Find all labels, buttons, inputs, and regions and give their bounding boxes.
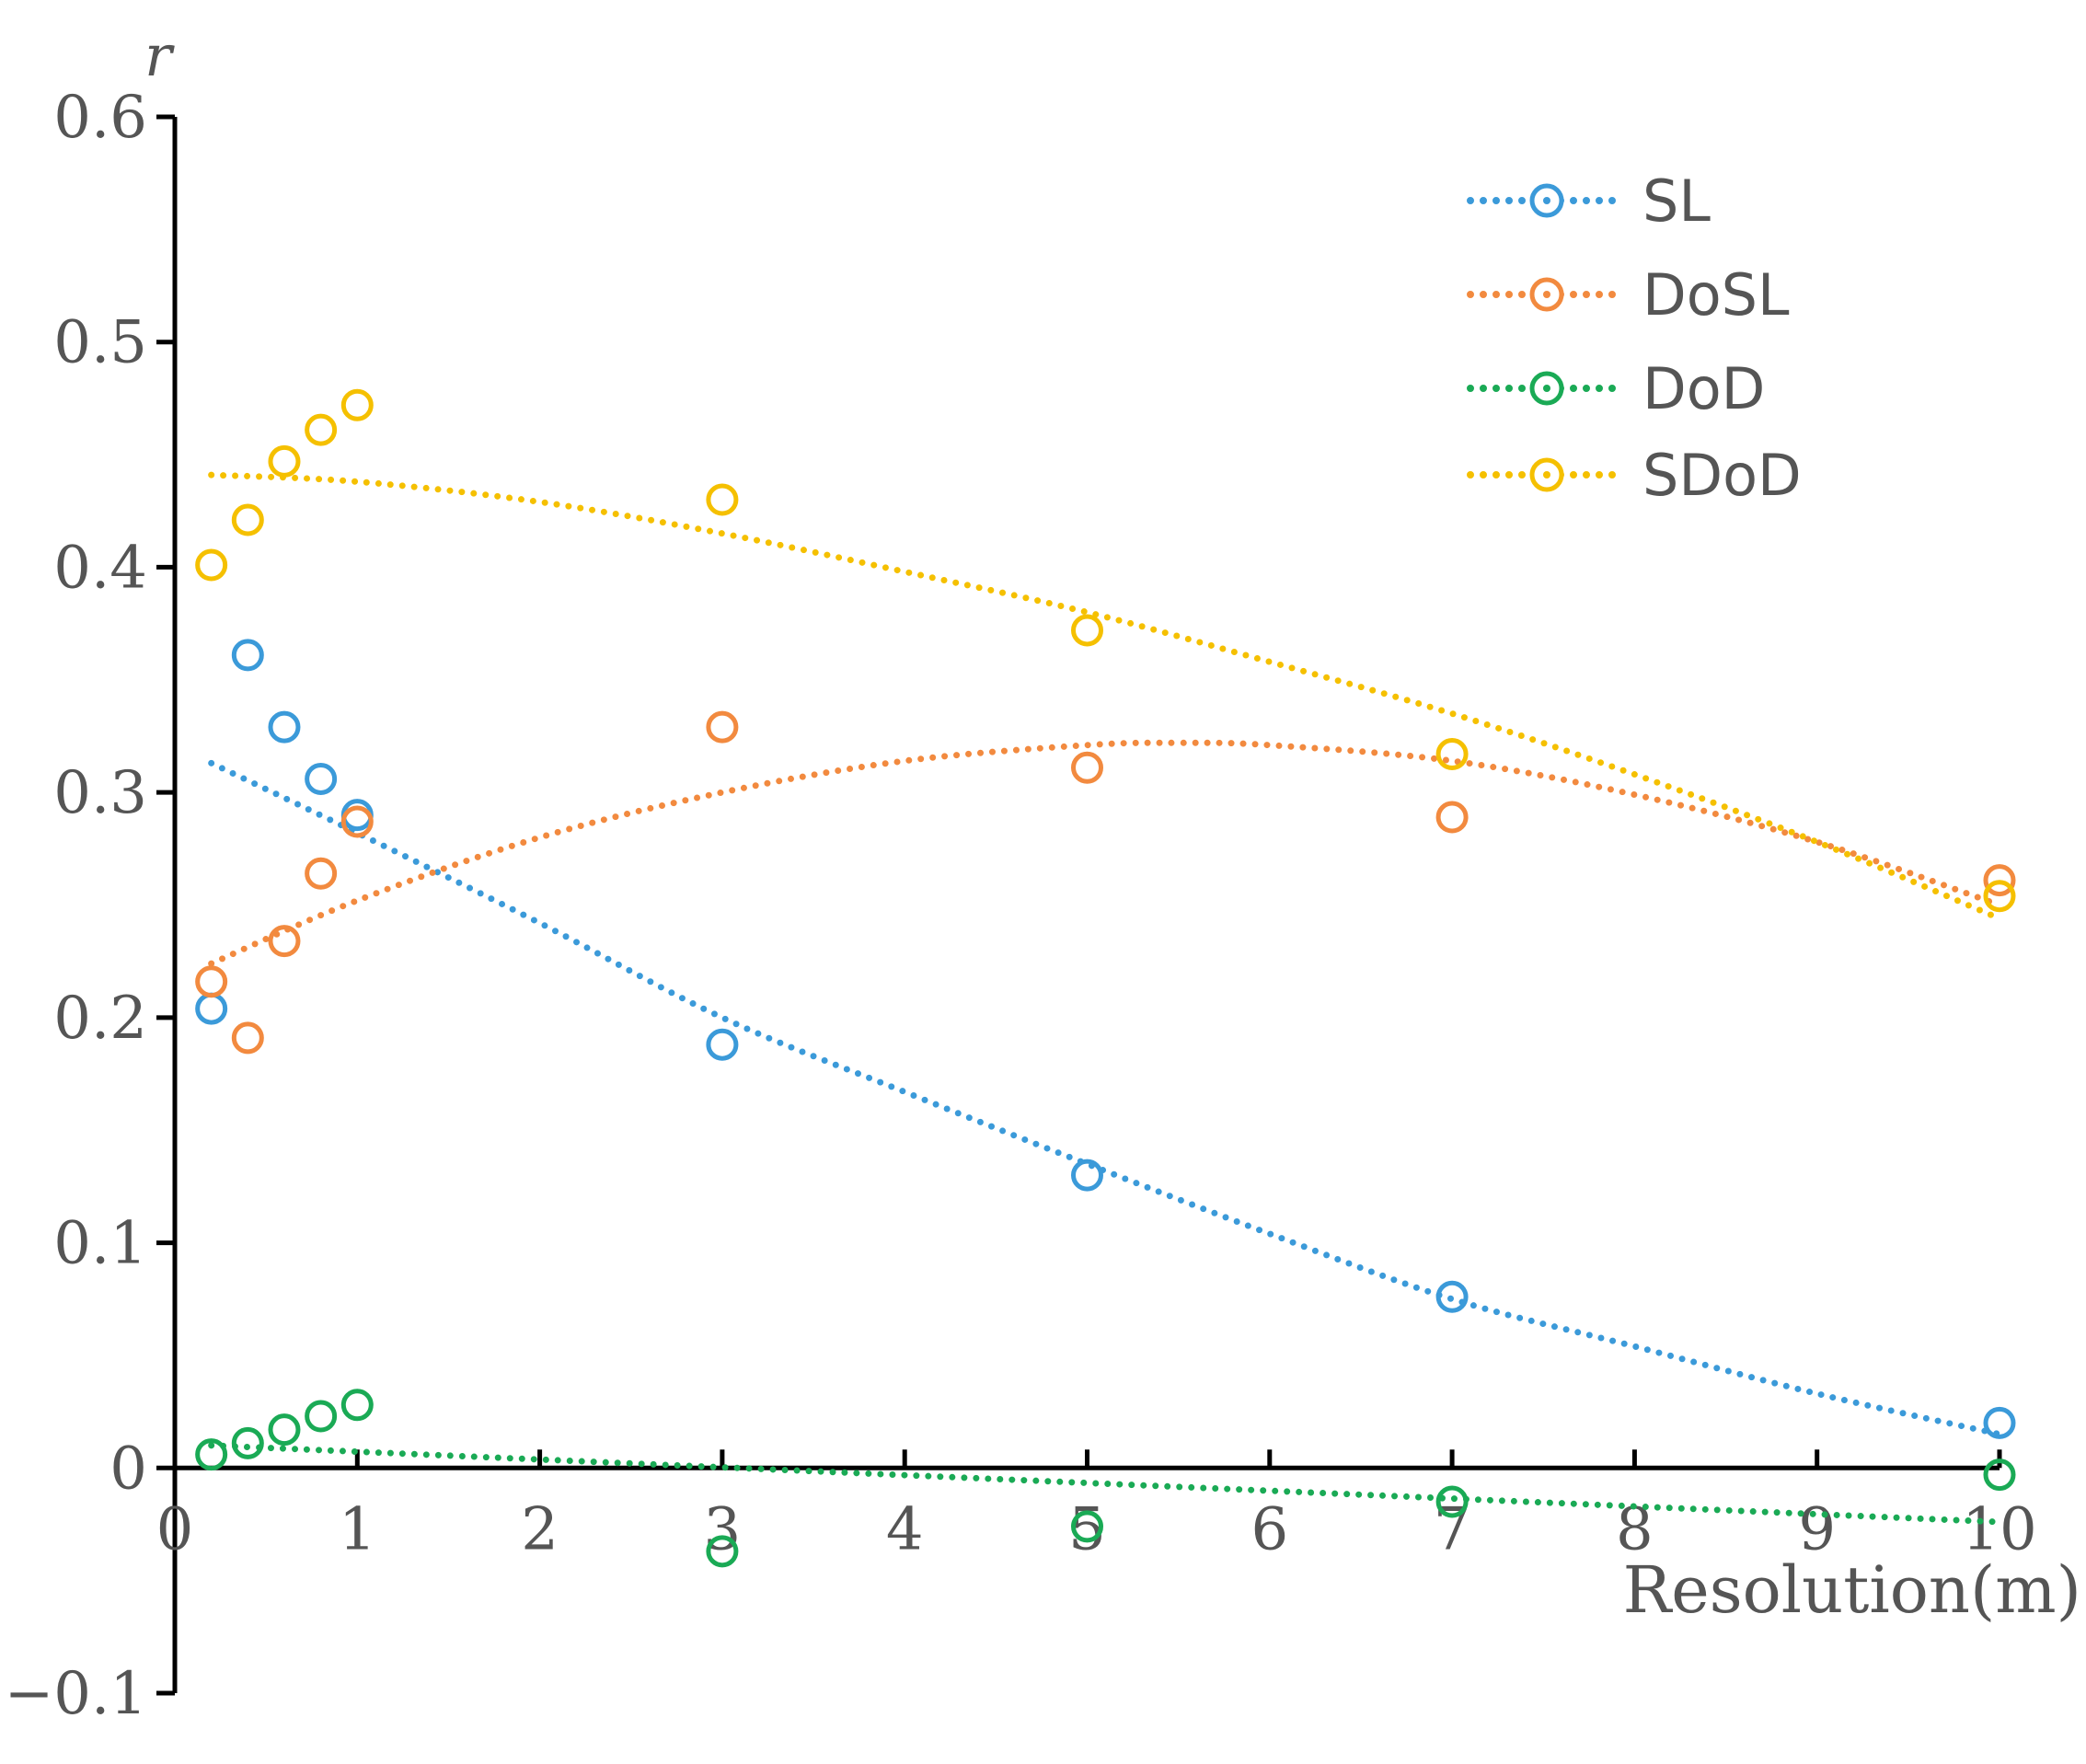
point-sl: [706, 1028, 739, 1061]
point-sdod: [1983, 880, 2016, 913]
x-tick-label: 9: [1798, 1495, 1836, 1563]
y-tick-label: 0: [109, 1435, 147, 1503]
point-dosl: [268, 925, 301, 958]
legend-marker-dot: [1543, 197, 1550, 204]
y-tick-label: −0.1: [5, 1660, 147, 1728]
point-sl: [1435, 1280, 1469, 1313]
point-dod: [340, 1389, 374, 1422]
point-dod: [305, 1400, 338, 1433]
x-tick-label: 1: [339, 1495, 376, 1563]
legend-marker-dot: [1543, 385, 1550, 392]
point-dod: [231, 1426, 264, 1459]
x-tick-label: 4: [886, 1495, 924, 1563]
point-dod: [1435, 1485, 1469, 1518]
point-sdod: [706, 483, 739, 516]
point-sl: [231, 639, 264, 672]
point-sdod: [1435, 738, 1469, 771]
axes: −0.100.10.20.30.40.50.60 1 2 3 4 5 6 7 8 9 10rReso…: [5, 22, 2081, 1728]
point-dosl: [305, 857, 338, 890]
y-tick-label: 0.2: [53, 985, 147, 1053]
point-sdod: [268, 444, 301, 478]
point-dod: [1983, 1458, 2016, 1492]
point-dosl: [706, 710, 739, 744]
point-dod: [195, 1438, 228, 1471]
legend-marker-dot: [1543, 291, 1550, 298]
y-tick-label: 0.1: [53, 1210, 147, 1278]
y-axis-title: r: [144, 22, 175, 89]
x-tick-label: 0: [156, 1495, 194, 1563]
data-points: [195, 388, 2016, 1568]
x-tick-label: 6: [1250, 1495, 1288, 1563]
legend-marker-dot: [1543, 471, 1550, 478]
point-dosl: [1071, 751, 1103, 784]
y-tick-label: 0.3: [53, 759, 147, 827]
legend-label-sdod: SDoD: [1642, 442, 1802, 509]
point-dosl: [340, 805, 374, 838]
point-sl: [268, 710, 301, 744]
point-sdod: [195, 548, 228, 582]
point-dosl: [195, 965, 228, 998]
point-dod: [1071, 1510, 1103, 1543]
legend-label-sl: SL: [1642, 167, 1711, 235]
y-tick-label: 0.6: [53, 84, 147, 152]
point-sl: [305, 762, 338, 795]
trendlines: [208, 471, 2003, 1526]
point-sdod: [1071, 614, 1103, 647]
x-axis-title: Resolution(m): [1623, 1552, 2081, 1628]
y-tick-label: 0.5: [53, 309, 147, 377]
trendline-sl: [208, 759, 2003, 1438]
trendline-dosl: [208, 739, 2003, 967]
point-dod: [268, 1413, 301, 1447]
point-sl: [1983, 1406, 2016, 1439]
trendline-sdod: [208, 471, 2003, 922]
x-tick-label: 10: [1962, 1495, 2036, 1563]
point-dosl: [231, 1021, 264, 1055]
point-dosl: [1983, 864, 2016, 897]
point-sl: [1071, 1159, 1103, 1192]
point-dod: [706, 1535, 739, 1568]
point-sdod: [340, 388, 374, 421]
point-dosl: [1435, 801, 1469, 834]
point-sdod: [305, 413, 338, 446]
legend-label-dosl: DoSL: [1642, 261, 1790, 329]
legend-label-dod: DoD: [1642, 355, 1765, 422]
point-sdod: [231, 503, 264, 536]
legend: SL DoSL DoD SDoD: [1467, 167, 1802, 509]
trendline-dod: [208, 1442, 2003, 1526]
x-tick-label: 2: [521, 1495, 559, 1563]
point-sl: [195, 992, 228, 1025]
y-tick-label: 0.4: [53, 534, 147, 602]
